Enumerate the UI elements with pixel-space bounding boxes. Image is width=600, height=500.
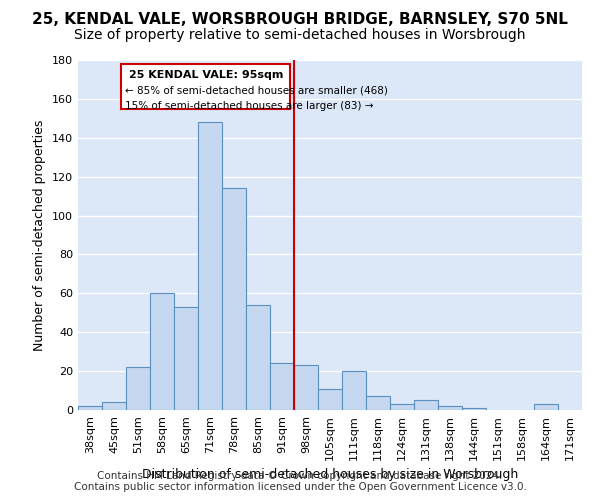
Bar bbox=[174, 307, 198, 410]
Bar bbox=[390, 404, 414, 410]
Bar bbox=[366, 396, 390, 410]
Bar bbox=[222, 188, 246, 410]
Bar bbox=[294, 366, 318, 410]
Text: 25 KENDAL VALE: 95sqm: 25 KENDAL VALE: 95sqm bbox=[128, 70, 283, 80]
Bar bbox=[438, 406, 462, 410]
Text: 25, KENDAL VALE, WORSBROUGH BRIDGE, BARNSLEY, S70 5NL: 25, KENDAL VALE, WORSBROUGH BRIDGE, BARN… bbox=[32, 12, 568, 28]
Bar bbox=[102, 402, 126, 410]
Text: 15% of semi-detached houses are larger (83) →: 15% of semi-detached houses are larger (… bbox=[125, 101, 373, 111]
Bar bbox=[78, 406, 102, 410]
Text: ← 85% of semi-detached houses are smaller (468): ← 85% of semi-detached houses are smalle… bbox=[125, 86, 388, 96]
Bar bbox=[150, 294, 174, 410]
Bar bbox=[126, 367, 150, 410]
Bar bbox=[414, 400, 438, 410]
X-axis label: Distribution of semi-detached houses by size in Worsbrough: Distribution of semi-detached houses by … bbox=[142, 468, 518, 481]
Bar bbox=[246, 305, 270, 410]
Y-axis label: Number of semi-detached properties: Number of semi-detached properties bbox=[34, 120, 46, 350]
Text: Size of property relative to semi-detached houses in Worsbrough: Size of property relative to semi-detach… bbox=[74, 28, 526, 42]
FancyBboxPatch shape bbox=[121, 64, 290, 108]
Text: Contains HM Land Registry data © Crown copyright and database right 2024.
Contai: Contains HM Land Registry data © Crown c… bbox=[74, 471, 526, 492]
Bar bbox=[342, 371, 366, 410]
Bar bbox=[318, 388, 342, 410]
Bar bbox=[198, 122, 222, 410]
Bar bbox=[534, 404, 558, 410]
Bar bbox=[270, 364, 294, 410]
Bar bbox=[462, 408, 486, 410]
